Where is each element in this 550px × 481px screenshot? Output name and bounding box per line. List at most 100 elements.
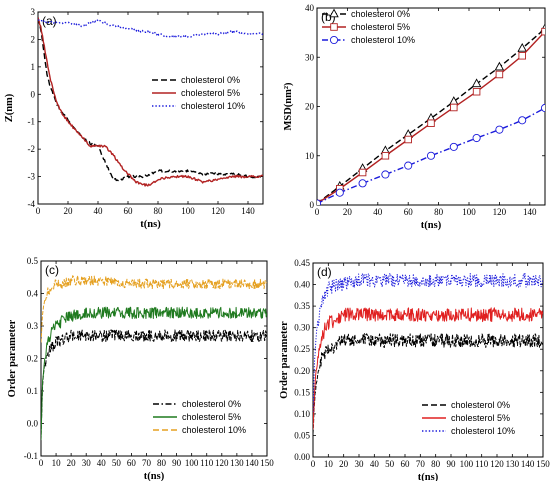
data-point-circle [404,161,413,170]
legend: cholesterol 0% cholesterol 5% cholesterol … [153,399,246,435]
series-3 [317,103,545,205]
legend-label: cholesterol 10% [351,35,415,45]
series-line [38,19,263,39]
y-tick-label: 0.4 [27,289,39,299]
y-tick-label: 0.05 [294,430,310,440]
y-tick-label: 0.00 [294,452,310,462]
data-point-circle [335,188,344,197]
series-3 [313,272,543,413]
y-tick-label: 0.35 [294,301,310,311]
y-tick-label: 2 [31,34,36,44]
y-tick-label: 10 [305,151,315,161]
data-point-triangle [471,78,482,88]
data-point-circle [472,133,481,143]
x-tick-label: 40 [97,458,107,468]
series-line [317,28,545,205]
x-tick-label: 140 [521,459,535,469]
x-tick-label: 40 [370,459,380,469]
x-tick-label: 110 [200,458,214,468]
data-point-square [495,70,504,79]
y-axis-label: MSD(nm²) [283,82,294,131]
x-tick-label: 110 [475,459,489,469]
x-tick-label: 120 [493,207,507,217]
y-tick-label: 0 [310,200,315,210]
data-point-triangle [449,96,459,105]
y-tick-label: 0.20 [294,366,310,376]
y-tick-label: 0.30 [294,323,310,333]
x-tick-label: 20 [64,206,74,216]
series-line [38,17,263,187]
x-tick-label: 70 [142,458,152,468]
series-2 [313,307,543,430]
y-tick-label: 0 [31,89,36,99]
data-point-circle [358,179,367,188]
data-point-circle [426,151,436,160]
legend-label: cholesterol 5% [451,413,510,423]
series-line [41,329,267,441]
series-1 [313,333,543,434]
x-axis-label: t(ns) [140,219,161,230]
y-tick-label: 0.2 [27,354,38,364]
y-tick-label: 40 [305,3,315,13]
plot-area [38,17,263,187]
y-tick-label: 0.10 [294,409,310,419]
x-tick-label: 80 [154,206,164,216]
x-tick-label: 60 [401,459,411,469]
data-point-square [518,52,526,60]
x-tick-label: 60 [127,458,137,468]
legend-label: cholesterol 0% [181,75,240,85]
data-point-square [472,87,481,96]
x-tick-label: 140 [523,207,537,217]
series-1 [317,23,545,205]
series-1 [41,329,267,441]
legend-marker [329,35,339,45]
series-3 [38,19,263,39]
series-line [317,107,545,205]
y-tick-label: 30 [305,52,315,62]
x-axis-label: t(ns) [144,471,165,481]
plot-frame [37,11,264,205]
series-line [41,306,267,441]
data-point-square [381,151,390,160]
legend: cholesterol 0% cholesterol 5% cholesterol … [152,75,245,111]
series-line [41,275,267,343]
x-tick-label: 120 [215,458,229,468]
y-tick-label: -3 [28,172,36,182]
series-3 [41,275,267,343]
y-tick-label: -1 [28,117,36,127]
legend-label: cholesterol 5% [182,412,241,422]
series-2 [41,306,267,441]
plot-area [317,23,545,205]
legend-label: cholesterol 10% [451,426,515,436]
panel-label: (c) [45,263,59,277]
legend: cholesterol 0% cholesterol 5% cholesterol … [422,400,515,436]
x-tick-label: 0 [311,459,316,469]
x-tick-label: 70 [416,459,426,469]
data-point-circle [381,170,390,179]
y-tick-label: 0.0 [27,419,39,429]
legend-label: cholesterol 0% [182,399,241,409]
x-tick-label: 10 [52,458,62,468]
series-line [38,17,263,182]
y-axis-label: Order parameter [7,319,18,397]
panel-label: (a) [42,14,57,28]
data-point-circle [449,142,458,151]
x-tick-label: 60 [124,206,134,216]
x-tick-label: 20 [343,207,353,217]
data-point-circle [540,103,545,113]
x-tick-label: 60 [404,207,414,217]
x-tick-label: 40 [94,206,104,216]
x-tick-label: 90 [447,459,457,469]
y-axis-label: Z(nm) [4,93,15,122]
y-axis-label: Order parameter [279,321,290,399]
x-tick-label: 80 [431,459,441,469]
data-point-square [427,119,435,127]
legend-label: cholesterol 5% [351,22,410,32]
series-line [313,307,543,430]
x-tick-label: 100 [181,206,195,216]
x-tick-label: 140 [245,458,259,468]
x-tick-label: 120 [211,206,225,216]
y-tick-label: -2 [28,144,36,154]
x-tick-label: 50 [112,458,122,468]
